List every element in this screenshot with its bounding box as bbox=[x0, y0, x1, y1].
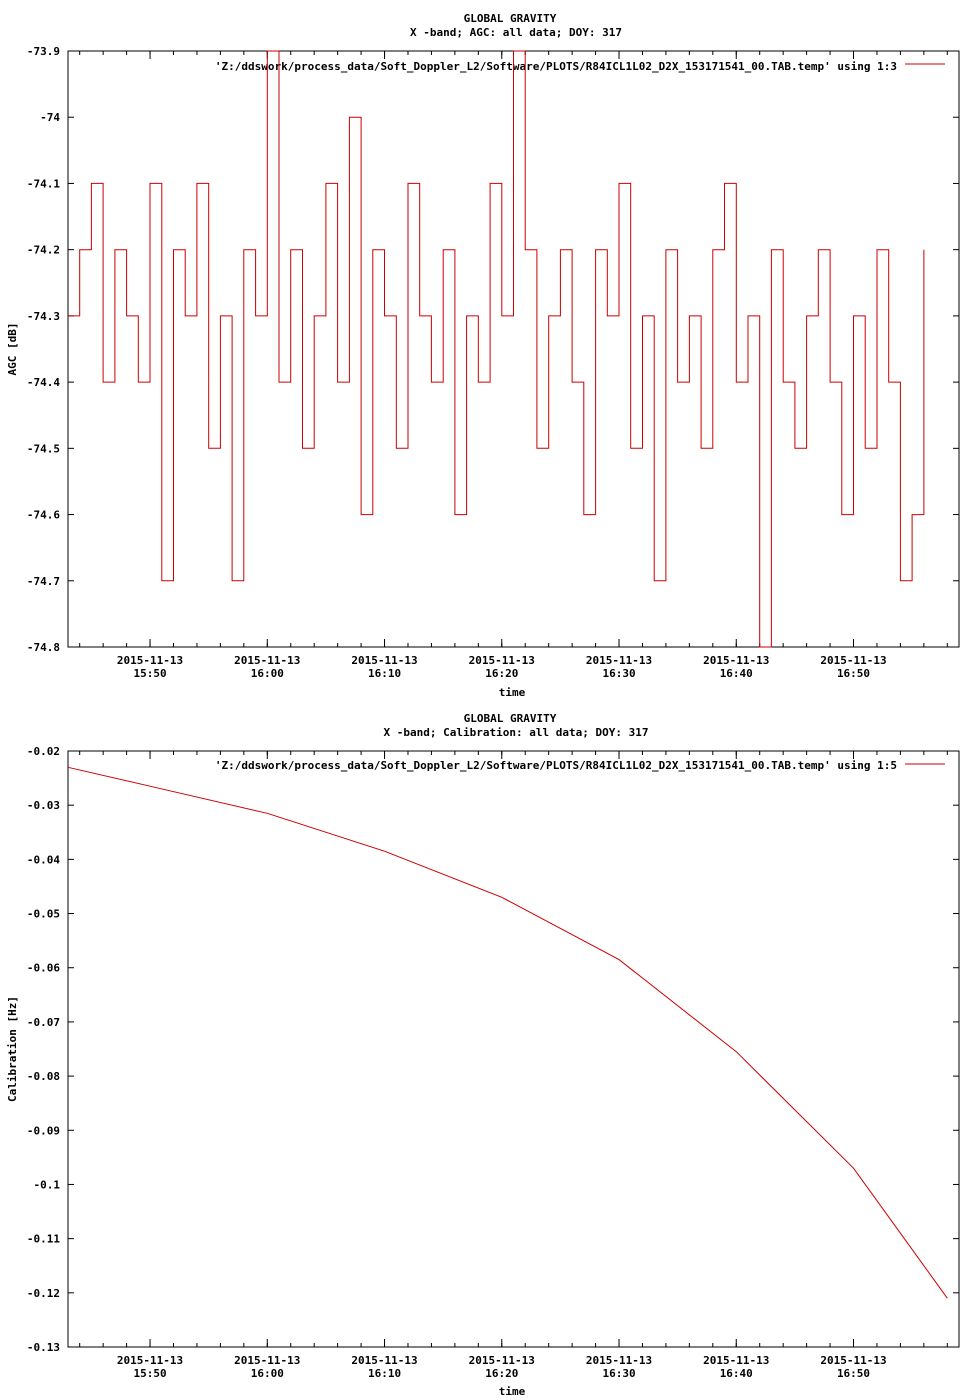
agc-series-line bbox=[68, 50, 925, 648]
ytick-label: -0.03 bbox=[27, 799, 60, 812]
agc-chart: GLOBAL GRAVITY X -band; AGC: all data; D… bbox=[6, 12, 960, 699]
calibration-series-line bbox=[67, 766, 948, 1299]
calibration-legend-label: 'Z:/ddswork/process_data/Soft_Doppler_L2… bbox=[215, 759, 897, 772]
ytick-label: -0.11 bbox=[27, 1233, 60, 1246]
calibration-xtick-labels: 2015-11-1315:502015-11-1316:002015-11-13… bbox=[117, 1354, 887, 1380]
calibration-x-axis-label: time bbox=[499, 1385, 526, 1398]
xtick-time-label: 15:50 bbox=[133, 667, 166, 680]
xtick-date-label: 2015-11-13 bbox=[351, 654, 417, 667]
agc-chart-subtitle: X -band; AGC: all data; DOY: 317 bbox=[410, 26, 622, 39]
ytick-label: -0.1 bbox=[34, 1178, 61, 1191]
xtick-date-label: 2015-11-13 bbox=[586, 1354, 652, 1367]
xtick-date-label: 2015-11-13 bbox=[820, 654, 886, 667]
ytick-label: -0.12 bbox=[27, 1287, 60, 1300]
xtick-date-label: 2015-11-13 bbox=[117, 654, 183, 667]
ytick-label: -74.2 bbox=[27, 244, 60, 257]
xtick-time-label: 16:10 bbox=[368, 667, 401, 680]
xtick-time-label: 15:50 bbox=[133, 1367, 166, 1380]
xtick-time-label: 16:30 bbox=[602, 1367, 635, 1380]
calibration-ticks bbox=[68, 750, 959, 1348]
ytick-label: -0.04 bbox=[27, 853, 60, 866]
ytick-label: -74.1 bbox=[27, 177, 60, 190]
ytick-label: -0.09 bbox=[27, 1124, 60, 1137]
agc-legend-label: 'Z:/ddswork/process_data/Soft_Doppler_L2… bbox=[215, 60, 897, 73]
ytick-label: -74 bbox=[40, 111, 60, 124]
ytick-label: -0.02 bbox=[27, 745, 60, 758]
xtick-time-label: 16:50 bbox=[837, 667, 870, 680]
xtick-date-label: 2015-11-13 bbox=[469, 654, 535, 667]
ytick-label: -74.4 bbox=[27, 376, 60, 389]
xtick-date-label: 2015-11-13 bbox=[351, 1354, 417, 1367]
agc-xtick-labels: 2015-11-1315:502015-11-1316:002015-11-13… bbox=[117, 654, 887, 680]
xtick-time-label: 16:30 bbox=[602, 667, 635, 680]
xtick-date-label: 2015-11-13 bbox=[117, 1354, 183, 1367]
calibration-plot-frame bbox=[67, 750, 960, 1348]
agc-chart-title: GLOBAL GRAVITY bbox=[464, 12, 557, 25]
xtick-time-label: 16:00 bbox=[251, 1367, 284, 1380]
xtick-time-label: 16:20 bbox=[485, 1367, 518, 1380]
xtick-date-label: 2015-11-13 bbox=[820, 1354, 886, 1367]
xtick-date-label: 2015-11-13 bbox=[234, 1354, 300, 1367]
ytick-label: -74.7 bbox=[27, 575, 60, 588]
xtick-date-label: 2015-11-13 bbox=[586, 654, 652, 667]
ytick-label: -0.07 bbox=[27, 1016, 60, 1029]
ytick-label: -0.06 bbox=[27, 962, 60, 975]
xtick-date-label: 2015-11-13 bbox=[703, 654, 769, 667]
xtick-time-label: 16:40 bbox=[720, 667, 753, 680]
calibration-chart-subtitle: X -band; Calibration: all data; DOY: 317 bbox=[384, 726, 649, 739]
xtick-time-label: 16:20 bbox=[485, 667, 518, 680]
xtick-date-label: 2015-11-13 bbox=[469, 1354, 535, 1367]
xtick-time-label: 16:10 bbox=[368, 1367, 401, 1380]
ytick-label: -74.5 bbox=[27, 442, 60, 455]
xtick-time-label: 16:40 bbox=[720, 1367, 753, 1380]
xtick-time-label: 16:00 bbox=[251, 667, 284, 680]
calibration-y-axis-label: Calibration [Hz] bbox=[6, 996, 19, 1102]
xtick-date-label: 2015-11-13 bbox=[703, 1354, 769, 1367]
agc-y-axis-label: AGC [dB] bbox=[6, 323, 19, 376]
agc-ytick-labels: -73.9 -74 -74.1 -74.2 -74.3 -74.4 -74.5 -74.6 -7… bbox=[27, 45, 60, 654]
ytick-label: -74.6 bbox=[27, 509, 60, 522]
ytick-label: -74.8 bbox=[27, 641, 60, 654]
calibration-chart-title: GLOBAL GRAVITY bbox=[464, 712, 557, 725]
ytick-label: -73.9 bbox=[27, 45, 60, 58]
ytick-label: -0.05 bbox=[27, 908, 60, 921]
ytick-label: -0.13 bbox=[27, 1341, 60, 1354]
calibration-ytick-labels: -0.02 -0.03 -0.04 -0.05 -0.06 -0.07 -0.08 -0.09… bbox=[27, 745, 60, 1354]
ytick-label: -74.3 bbox=[27, 310, 60, 323]
calibration-chart: GLOBAL GRAVITY X -band; Calibration: all… bbox=[6, 712, 960, 1398]
agc-x-axis-label: time bbox=[499, 686, 526, 699]
ytick-label: -0.08 bbox=[27, 1070, 60, 1083]
xtick-date-label: 2015-11-13 bbox=[234, 654, 300, 667]
xtick-time-label: 16:50 bbox=[837, 1367, 870, 1380]
